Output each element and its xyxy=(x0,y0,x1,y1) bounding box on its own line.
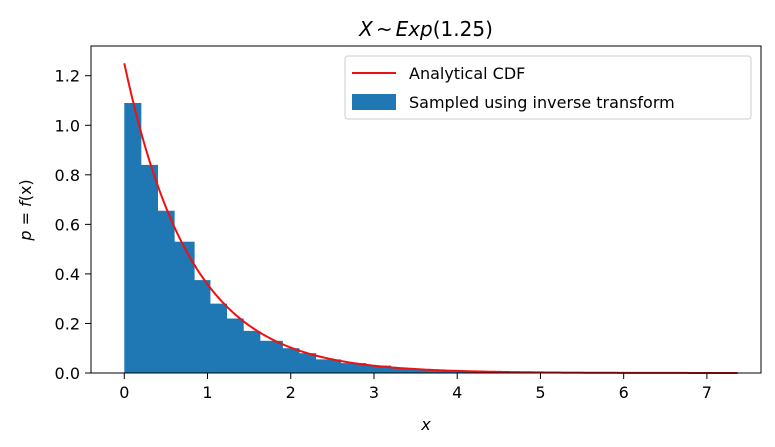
x-tick-label: 1 xyxy=(202,383,212,402)
histogram-bar xyxy=(140,164,158,373)
legend-box xyxy=(344,55,752,120)
histogram-bar xyxy=(315,359,342,373)
legend: Analytical CDF Sampled using inverse tra… xyxy=(344,55,752,120)
histogram-bar xyxy=(282,348,300,373)
legend-bar-swatch xyxy=(352,94,396,110)
histogram-bar xyxy=(243,330,261,373)
histogram-bar xyxy=(365,365,392,373)
x-tick-label: 7 xyxy=(702,383,712,402)
histogram-bar xyxy=(226,318,244,373)
histogram-bar xyxy=(157,210,175,373)
y-tick-label: 1.2 xyxy=(55,67,80,86)
x-tick-label: 3 xyxy=(369,383,379,402)
y-tick-label: 1.0 xyxy=(55,116,80,135)
legend-label-sampled: Sampled using inverse transform xyxy=(409,93,675,112)
y-tick-label: 0.8 xyxy=(55,166,80,185)
histogram-bar xyxy=(299,353,317,373)
x-axis-label: x xyxy=(420,415,431,434)
y-tick-label: 0.4 xyxy=(55,265,80,284)
histogram-bar xyxy=(415,369,441,373)
histogram-bar xyxy=(210,303,228,373)
histogram-bar xyxy=(390,368,416,373)
y-axis-label: p = f(x) xyxy=(16,179,35,241)
x-tick-label: 5 xyxy=(535,383,545,402)
x-tick-label: 6 xyxy=(619,383,629,402)
y-tick-label: 0.0 xyxy=(55,364,80,383)
y-axis-ticks: 0.0 0.2 0.4 0.6 0.8 1.0 1.2 xyxy=(55,67,91,383)
histogram-bar xyxy=(124,102,142,374)
histogram-bars xyxy=(124,102,739,374)
x-tick-label: 4 xyxy=(452,383,462,402)
histogram-bar xyxy=(194,280,211,373)
x-axis-ticks: 0 1 2 3 4 5 6 7 xyxy=(119,373,712,402)
x-tick-label: 0 xyxy=(119,383,129,402)
legend-label-analytical-cdf: Analytical CDF xyxy=(409,64,525,83)
y-tick-label: 0.2 xyxy=(55,314,80,333)
histogram-bar xyxy=(174,241,195,373)
histogram-bar xyxy=(259,340,283,373)
axes-frame xyxy=(90,45,762,374)
x-tick-label: 2 xyxy=(286,383,296,402)
y-tick-label: 0.6 xyxy=(55,215,80,234)
histogram-bar xyxy=(340,363,367,373)
chart-title: X ~ Exp(1.25) xyxy=(358,17,493,41)
